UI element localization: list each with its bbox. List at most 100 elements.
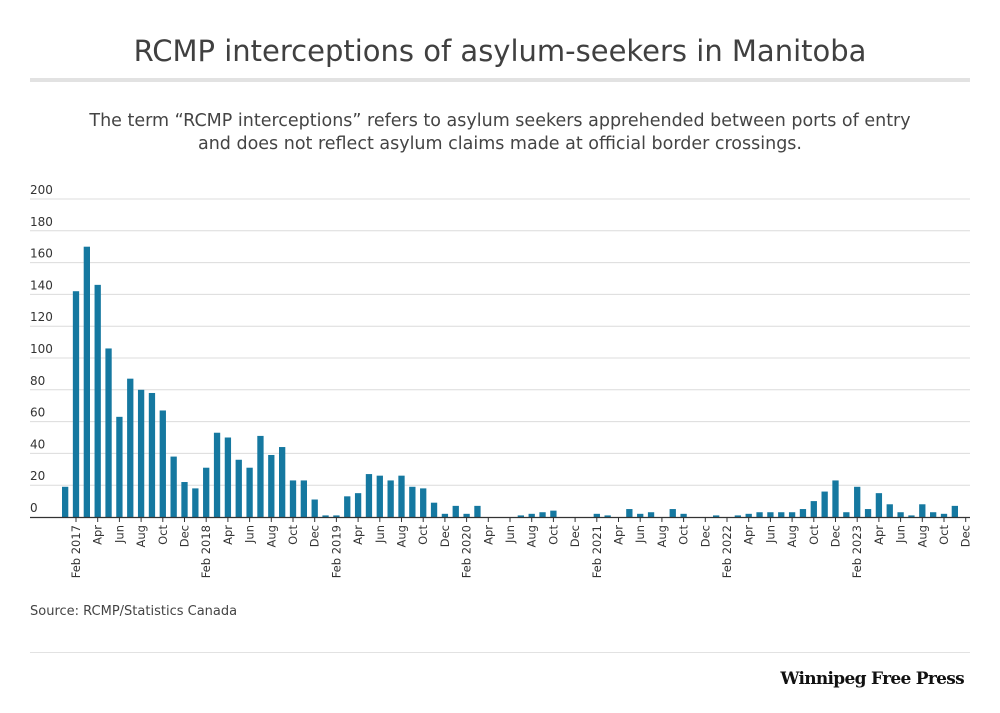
y-tick-label: 100 — [30, 342, 53, 356]
x-tick-label: Oct — [937, 525, 951, 545]
bar: May 2023: 8 — [886, 504, 893, 517]
x-tick-label: Aug — [785, 525, 799, 547]
bar: Jun 2023: 3 — [897, 512, 904, 517]
chart-subtitle: The term “RCMP interceptions” refers to … — [60, 110, 940, 156]
x-tick-label: Aug — [915, 525, 929, 547]
bar: Oct 2020: 4 — [550, 510, 557, 517]
bar: Mar 2022: 1 — [734, 515, 741, 517]
bar: Nov 2022: 16 — [821, 491, 828, 517]
x-tick-label: Aug — [655, 525, 669, 547]
bar: Jan 2018: 18 — [192, 488, 199, 517]
x-tick-label: Aug — [134, 525, 148, 547]
x-tick-label: Oct — [156, 525, 170, 545]
bar: Feb 2019: 1 — [333, 515, 340, 517]
bar: Mar 2021: 1 — [604, 515, 611, 517]
bar: Oct 2018: 23 — [289, 480, 297, 517]
x-tick-label: Feb 2021 — [590, 525, 604, 578]
y-tick-label: 40 — [30, 437, 45, 451]
x-tick-label: Aug — [395, 525, 409, 547]
bar: Jun 2018: 31 — [246, 467, 253, 517]
bar: Apr 2019: 15 — [354, 493, 362, 517]
bar: Apr 2018: 50 — [224, 437, 232, 517]
subtitle-line-2: and does not reflect asylum claims made … — [197, 134, 802, 154]
x-tick-label: Jun — [373, 525, 387, 544]
bar: Aug 2019: 26 — [398, 475, 405, 517]
bars: Jan 2017: 19Feb 2017: 142Mar 2017: 170 Ap… — [62, 246, 958, 517]
y-tick-label: 180 — [30, 215, 53, 229]
y-tick-label: 140 — [30, 278, 53, 292]
x-axis-ticks: Feb 2017 Apr Jun Aug Oct Dec Feb 2018 Apr Jun Aug… — [69, 517, 973, 578]
x-tick-label: Feb 2023 — [850, 525, 864, 578]
bar: Sep 2018: 44 — [279, 447, 286, 517]
y-tick-label: 60 — [30, 406, 45, 420]
y-tick-label: 160 — [30, 247, 53, 261]
bar: Jun 2017: 63 — [116, 416, 123, 517]
bar: Jul 2020: 1 — [517, 515, 524, 517]
bar: Jan 2023: 3 — [843, 512, 850, 517]
bar: Feb 2021: 2 — [593, 513, 600, 517]
x-tick-label: Dec — [308, 525, 322, 547]
bar: Feb 2017: 142 — [72, 291, 80, 517]
x-tick-label: Aug — [525, 525, 539, 547]
bar: Apr 2022: 2 — [745, 513, 752, 517]
bar: Nov 2018: 23 — [300, 480, 307, 517]
subtitle-line-1: The term “RCMP interceptions” refers to … — [89, 111, 911, 131]
bar: Aug 2020: 2 — [528, 513, 535, 517]
footer-divider — [30, 652, 970, 653]
bar: Jul 2019: 23 — [387, 480, 394, 517]
x-tick-label: Feb 2020 — [460, 525, 474, 578]
x-tick-label: Oct — [546, 525, 560, 545]
source-note: Source: RCMP/Statistics Canada — [30, 604, 238, 619]
x-tick-label: Dec — [698, 525, 712, 547]
bar: Mar 2020: 7 — [474, 505, 481, 517]
bar: Apr 2023: 15 — [875, 493, 883, 517]
y-tick-label: 0 — [30, 501, 38, 515]
x-tick-label: Apr — [612, 525, 626, 545]
x-tick-label: Apr — [221, 525, 235, 545]
x-tick-label: Oct — [416, 525, 430, 545]
x-tick-label: Dec — [438, 525, 452, 547]
bar: Aug 2022: 3 — [788, 512, 796, 517]
bar: Aug 2017: 80 — [137, 389, 145, 517]
x-tick-label: Feb 2022 — [720, 525, 734, 578]
bar: May 2018: 36 — [235, 459, 242, 517]
chart-title: RCMP interceptions of asylum-seekers in … — [133, 34, 867, 68]
y-tick-label: 120 — [30, 310, 53, 324]
bar: Jan 2022: 1 — [713, 515, 720, 517]
bar: Sep 2020: 3 — [539, 512, 546, 517]
bar: Jul 2018: 51 — [257, 435, 264, 517]
bar: Oct 2021: 2 — [680, 513, 687, 517]
x-tick-label: Jun — [633, 525, 647, 544]
x-tick-label: Jun — [112, 525, 126, 544]
x-tick-label: Apr — [91, 525, 105, 545]
x-tick-label: Jun — [503, 525, 517, 544]
bar: Jan 2017: 19 — [62, 486, 69, 517]
bar: Jan 2020: 7 — [452, 505, 459, 517]
bar: Sep 2022: 5 — [799, 509, 807, 517]
bar: Jun 2021: 2 — [637, 513, 644, 517]
bar: Jun 2022: 3 — [767, 512, 774, 517]
bar: Apr 2017: 146 — [94, 284, 101, 517]
bar: Mar 2019: 13 — [344, 496, 351, 517]
bar: Jul 2017: 87 — [127, 378, 134, 517]
bar: Sep 2021: 5 — [669, 509, 676, 517]
bar: Mar 2017: 170 — [83, 246, 90, 517]
title-divider — [30, 78, 970, 82]
gridlines — [30, 198, 970, 486]
x-tick-label: Dec — [829, 525, 843, 547]
bar: Mar 2023: 5 — [864, 509, 872, 517]
bar: Oct 2022: 10 — [810, 501, 817, 517]
y-tick-label: 20 — [30, 469, 45, 483]
bar: Feb 2023: 19 — [854, 486, 861, 517]
x-tick-label: Oct — [677, 525, 691, 545]
x-tick-label: Feb 2018 — [199, 525, 213, 578]
x-tick-label: Apr — [351, 525, 365, 545]
x-tick-label: Jun — [243, 525, 257, 544]
x-tick-label: Dec — [568, 525, 582, 547]
bar: Oct 2023: 2 — [940, 513, 948, 517]
bar: May 2021: 5 — [626, 509, 633, 517]
bar: Aug 2023: 8 — [919, 504, 926, 517]
x-tick-label: Apr — [481, 525, 495, 545]
bar: Aug 2018: 39 — [268, 454, 275, 517]
